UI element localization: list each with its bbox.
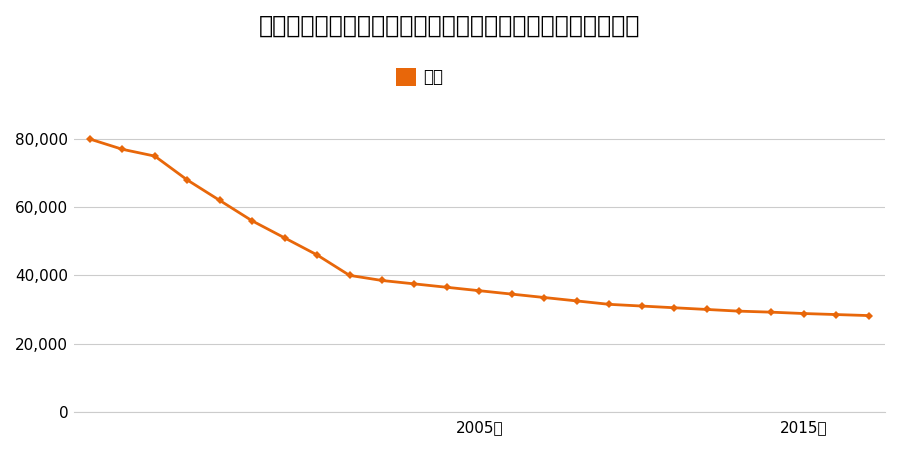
Text: 栃木県小山市大字雨ケ谷新田字渡辺東７３番６９の地価推移: 栃木県小山市大字雨ケ谷新田字渡辺東７３番６９の地価推移 (259, 14, 641, 37)
Text: 価格: 価格 (423, 68, 443, 86)
